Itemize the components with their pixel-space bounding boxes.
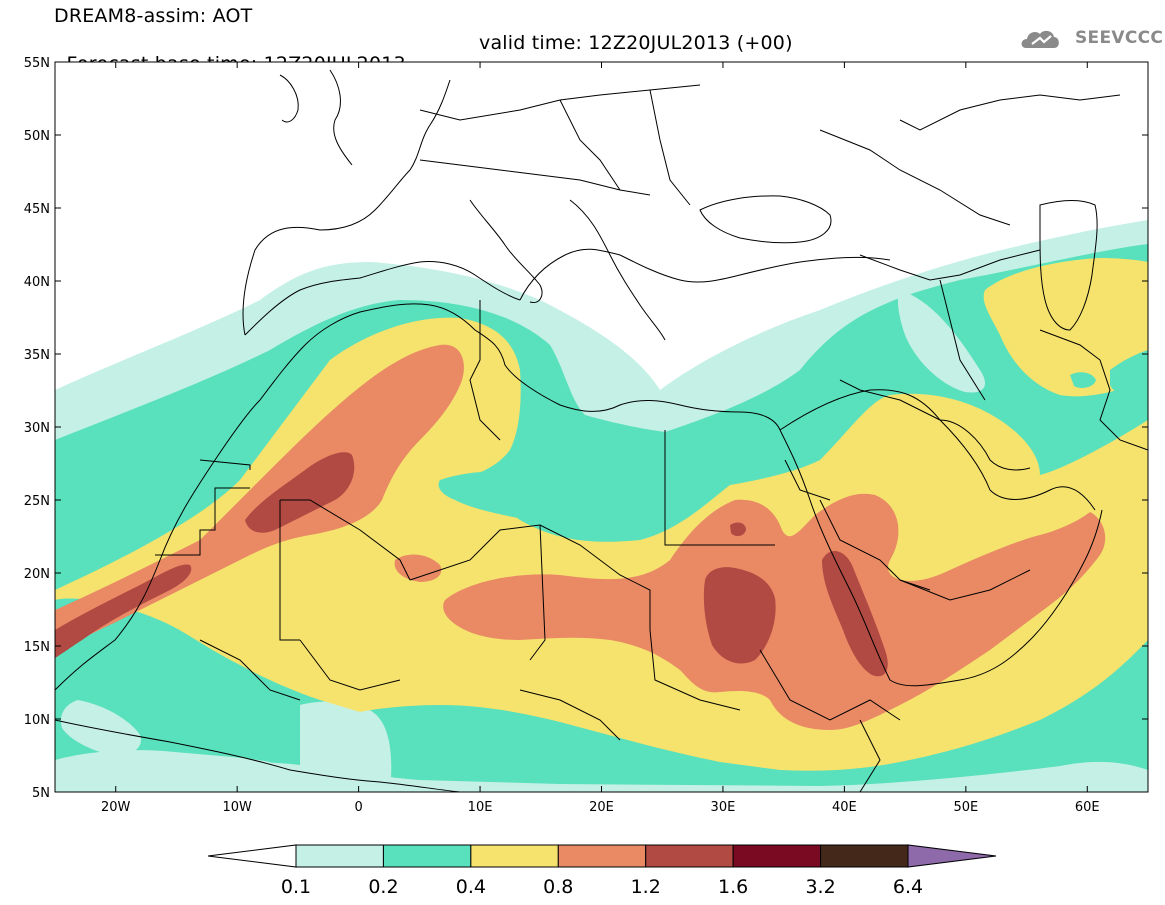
- colorbar-swatch: [470, 844, 559, 868]
- colorbar-swatch: [645, 844, 734, 868]
- colorbar-label: 3.2: [805, 876, 835, 898]
- lon-tick-label: 20E: [589, 800, 614, 815]
- colorbar-label: 1.6: [718, 876, 748, 898]
- colorbar-swatch: [732, 844, 822, 868]
- lat-tick-label: 5N: [32, 786, 50, 801]
- aot-band-0.1-0.2-patches: [55, 290, 985, 792]
- lat-tick-label: 40N: [24, 275, 50, 290]
- lon-tick-label: 10E: [468, 800, 493, 815]
- lat-tick-label: 15N: [24, 640, 50, 655]
- colorbar-over-triangle: [907, 844, 997, 868]
- colorbar-swatch: [820, 844, 909, 868]
- colorbar-swatch: [557, 844, 647, 868]
- seevccc-cloud-logo-icon: [1021, 30, 1059, 48]
- colorbar: 0.1 0.2 0.4 0.8 1.2 1.6 3.2 6.4: [207, 844, 997, 898]
- lon-tick-label: 10W: [222, 800, 252, 815]
- lat-tick-label: 50N: [24, 129, 50, 144]
- lat-tick-label: 35N: [24, 348, 50, 363]
- lat-tick-label: 10N: [24, 713, 50, 728]
- lon-tick-label: 0: [354, 800, 362, 815]
- lon-tick-label: 60E: [1075, 800, 1100, 815]
- lon-tick-label: 30E: [711, 800, 736, 815]
- map-title: DREAM8-assim: AOT: [54, 5, 253, 27]
- colorbar-label: 0.4: [456, 876, 486, 898]
- colorbar-label: 6.4: [893, 876, 923, 898]
- valid-time-label: valid time: 12Z20JUL2013 (+00): [479, 32, 793, 54]
- lon-tick-label: 20W: [101, 800, 131, 815]
- colorbar-label: 0.8: [543, 876, 573, 898]
- aot-band-0.2-0.4-patches: [438, 350, 1148, 522]
- aot-field: [55, 62, 1148, 792]
- colorbar-label: 0.2: [368, 876, 398, 898]
- colorbar-swatch: [295, 844, 384, 868]
- lat-tick-label: 25N: [24, 494, 50, 509]
- colorbar-label: 1.2: [631, 876, 661, 898]
- coastlines-and-borders: [55, 69, 1148, 792]
- lat-tick-label: 55N: [24, 56, 50, 71]
- lat-tick-label: 20N: [24, 567, 50, 582]
- colorbar-swatch: [382, 844, 472, 868]
- lat-tick-label: 45N: [24, 202, 50, 217]
- latitude-axis: 55N 50N 45N 40N 35N 30N 25N 20N 15N 10N 5N: [24, 56, 1148, 801]
- lon-tick-label: 40E: [832, 800, 857, 815]
- lon-tick-label: 50E: [953, 800, 978, 815]
- logo-text: SEEVCCC: [1075, 28, 1164, 48]
- lat-tick-label: 30N: [24, 421, 50, 436]
- colorbar-under-triangle: [207, 844, 297, 868]
- aot-band-1.2-1.6: [55, 452, 888, 677]
- longitude-axis: 20W 10W 0 10E 20E 30E 40E 50E 60E: [101, 62, 1100, 815]
- colorbar-label: 0.1: [281, 876, 311, 898]
